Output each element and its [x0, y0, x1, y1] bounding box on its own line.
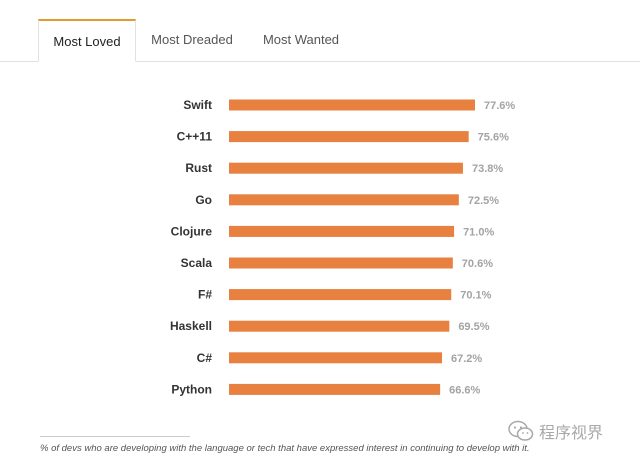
value-label: 71.0% — [463, 226, 494, 238]
value-label: 66.6% — [449, 384, 480, 396]
value-label: 70.6% — [462, 258, 493, 270]
bar — [229, 320, 450, 332]
category-label: Go — [195, 193, 212, 207]
category-label: Rust — [185, 161, 212, 175]
wechat-icon — [508, 420, 534, 441]
bar — [229, 162, 463, 174]
category-label: Haskell — [170, 319, 212, 333]
footnote-divider — [40, 436, 190, 437]
watermark-text: 程序视界 — [539, 425, 604, 442]
bar — [229, 99, 475, 111]
tab-most-wanted[interactable]: Most Wanted — [262, 32, 340, 47]
bar-chart: Swift 77.6% C++11 75.6% Rust 73.8% Go 72.5% Cloj… — [170, 98, 515, 396]
bar — [229, 383, 441, 395]
category-label: C++11 — [177, 130, 213, 144]
bar — [229, 225, 455, 237]
value-label: 75.6% — [478, 132, 509, 144]
value-label: 77.6% — [484, 100, 515, 112]
value-label: 70.1% — [460, 290, 491, 302]
bar — [229, 257, 453, 269]
chart-panel: Swift 77.6% C++11 75.6% Rust 73.8% Go 72.5% Cloj… — [40, 62, 640, 436]
watermark: 程序视界 — [508, 418, 603, 444]
category-label: Scala — [181, 256, 213, 270]
category-label: C# — [197, 351, 213, 365]
bar — [229, 194, 459, 206]
category-label: Clojure — [171, 224, 213, 238]
tab-most-dreaded[interactable]: Most Dreaded — [151, 32, 233, 47]
value-label: 69.5% — [458, 321, 489, 333]
footnote: % of devs who are developing with the la… — [40, 443, 530, 454]
category-label: F# — [198, 288, 212, 302]
category-label: Swift — [183, 98, 212, 112]
value-label: 72.5% — [468, 195, 499, 207]
tab-bar: Most Loved Most Dreaded Most Wanted — [0, 19, 640, 62]
category-label: Python — [171, 382, 212, 396]
value-label: 67.2% — [451, 353, 482, 365]
bar — [229, 131, 469, 143]
value-label: 73.8% — [472, 163, 503, 175]
bar — [229, 352, 443, 364]
bar — [229, 289, 452, 301]
tab-most-loved[interactable]: Most Loved — [38, 19, 136, 62]
